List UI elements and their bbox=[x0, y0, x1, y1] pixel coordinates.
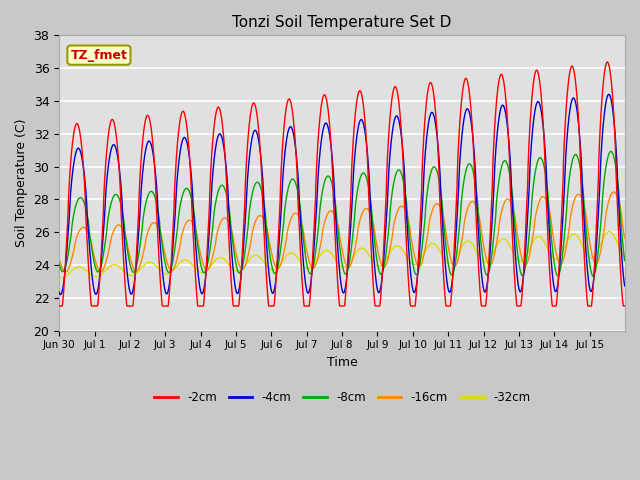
X-axis label: Time: Time bbox=[326, 356, 358, 369]
Text: TZ_fmet: TZ_fmet bbox=[70, 48, 127, 61]
Legend: -2cm, -4cm, -8cm, -16cm, -32cm: -2cm, -4cm, -8cm, -16cm, -32cm bbox=[149, 387, 535, 409]
Title: Tonzi Soil Temperature Set D: Tonzi Soil Temperature Set D bbox=[232, 15, 452, 30]
Y-axis label: Soil Temperature (C): Soil Temperature (C) bbox=[15, 119, 28, 247]
